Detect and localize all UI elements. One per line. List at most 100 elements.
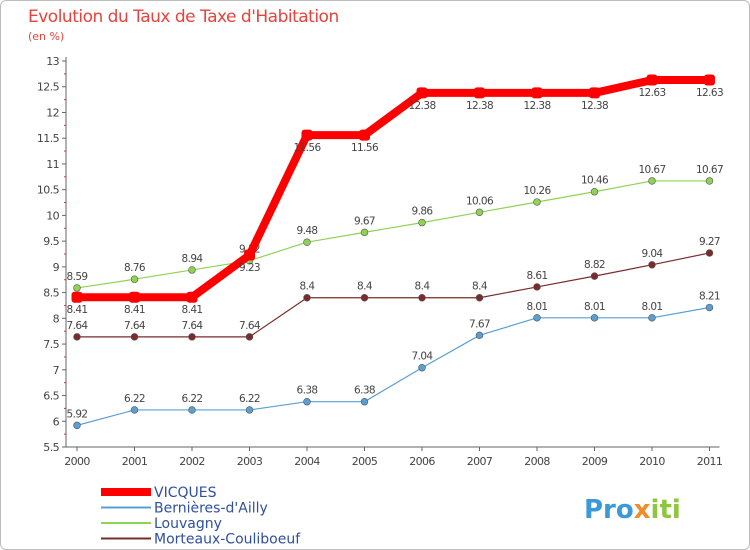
data-point xyxy=(648,261,656,269)
data-label: 12.38 xyxy=(581,100,608,112)
data-label: 10.67 xyxy=(696,164,723,176)
legend-label: Louvagny xyxy=(154,516,222,532)
series-berni-res-d-ailly: 5.92 6.22 6.22 6.22 6.38 6.38 7.04 7.67 8.01 8.01… xyxy=(67,291,721,430)
data-point xyxy=(705,177,714,185)
x-tick-label: 2003 xyxy=(237,455,263,468)
y-tick-label: 6 xyxy=(53,415,60,428)
data-label: 8.94 xyxy=(182,253,204,265)
x-tick-label: 2005 xyxy=(352,455,378,468)
data-point xyxy=(245,333,254,341)
series-line xyxy=(76,180,711,289)
data-label: 12.63 xyxy=(696,87,723,99)
data-label: 9.27 xyxy=(699,236,720,248)
data-point xyxy=(303,398,311,406)
legend-label: VICQUES xyxy=(154,485,217,501)
data-label: 8.4 xyxy=(357,281,373,293)
data-label: 9.04 xyxy=(642,248,664,260)
data-label: 12.63 xyxy=(638,87,665,99)
data-label: 7.64 xyxy=(239,320,261,332)
data-point xyxy=(474,87,485,99)
y-tick-label: 12.5 xyxy=(37,81,60,94)
data-label: 7.67 xyxy=(469,318,490,330)
x-tick-label: 2002 xyxy=(179,455,205,468)
x-tick-label: 2007 xyxy=(467,455,493,468)
data-point xyxy=(416,87,428,99)
data-label: 8.01 xyxy=(527,301,548,313)
y-tick-label: 7.5 xyxy=(43,338,59,351)
data-point xyxy=(73,284,81,292)
data-point xyxy=(590,272,599,280)
data-point xyxy=(360,294,369,302)
data-point xyxy=(418,364,426,372)
data-label: 10.26 xyxy=(523,185,551,197)
data-point xyxy=(475,208,484,217)
data-label: 8.01 xyxy=(584,301,605,313)
legend-label: Bernières-d'Ailly xyxy=(154,501,268,517)
data-label: 8.4 xyxy=(415,281,431,293)
data-label: 9.48 xyxy=(297,225,318,237)
logo-text: Proxiti xyxy=(584,495,681,525)
data-label: 9.23 xyxy=(239,262,260,274)
data-label: 6.38 xyxy=(354,385,375,397)
data-label: 8.21 xyxy=(699,291,720,303)
x-tick-label: 2010 xyxy=(639,455,665,468)
data-point xyxy=(303,294,311,302)
series-layer: 5.92 6.22 6.22 6.22 6.38 6.38 7.04 7.67 8.01 8.01… xyxy=(67,74,724,430)
data-label: 7.04 xyxy=(412,351,434,363)
data-point xyxy=(73,333,81,341)
series-louvagny: 8.598.768.949.129.489.679.8610.0610.2610… xyxy=(67,164,724,292)
data-label: 7.64 xyxy=(182,320,204,332)
data-point xyxy=(360,228,369,237)
data-point xyxy=(188,333,196,341)
data-point xyxy=(705,249,714,257)
y-tick-label: 12 xyxy=(46,106,59,119)
data-label: 8.59 xyxy=(67,271,88,283)
data-label: 6.38 xyxy=(297,385,318,397)
data-point xyxy=(475,331,484,340)
data-point xyxy=(130,406,139,414)
data-point xyxy=(130,333,139,341)
x-tick-label: 2001 xyxy=(122,455,148,468)
y-tick-label: 7 xyxy=(53,364,60,377)
data-label: 9.67 xyxy=(354,215,375,227)
data-label: 8.82 xyxy=(584,259,605,271)
series-line xyxy=(76,306,711,426)
axes: 5.566.577.588.599.51010.51111.51212.5132… xyxy=(37,55,723,468)
chart-unit-label: (en %) xyxy=(28,30,65,43)
y-tick-label: 13 xyxy=(46,55,59,68)
data-point xyxy=(418,218,426,227)
data-point xyxy=(646,74,658,86)
data-point xyxy=(705,303,714,312)
data-label: 7.64 xyxy=(67,320,89,332)
data-label: 11.56 xyxy=(351,142,379,154)
data-point xyxy=(704,74,715,86)
data-point xyxy=(359,129,370,141)
data-point xyxy=(245,406,254,414)
legend-label: Morteaux-Couliboeuf xyxy=(154,532,301,548)
y-tick-label: 10.5 xyxy=(37,184,60,197)
x-tick-label: 2009 xyxy=(582,455,608,468)
data-point xyxy=(303,238,311,246)
chart-title: Evolution du Taux de Taxe d'Habitation xyxy=(28,7,339,27)
y-tick-label: 9 xyxy=(53,261,60,274)
data-label: 8.01 xyxy=(642,301,663,313)
y-tick-label: 8 xyxy=(53,312,60,325)
data-point xyxy=(244,249,255,261)
data-label: 10.06 xyxy=(466,195,494,207)
data-label: 10.46 xyxy=(581,175,609,187)
series-morteaux-couliboeuf: 7.64 7.64 7.64 7.64 8.4 8.4 8.4 8.4 8.61 8.82 9.04… xyxy=(67,236,721,341)
data-point xyxy=(590,188,599,196)
proxiti-logo: Proxiti xyxy=(584,495,681,525)
data-point xyxy=(590,314,599,322)
data-point xyxy=(648,177,656,185)
y-tick-label: 9.5 xyxy=(43,235,59,248)
data-label: 9.86 xyxy=(412,206,434,218)
data-point xyxy=(188,406,196,414)
data-point xyxy=(130,275,139,283)
data-point xyxy=(360,398,369,406)
data-point xyxy=(129,291,140,303)
data-point xyxy=(73,421,81,430)
data-point xyxy=(188,266,196,274)
data-label: 8.61 xyxy=(527,270,548,282)
